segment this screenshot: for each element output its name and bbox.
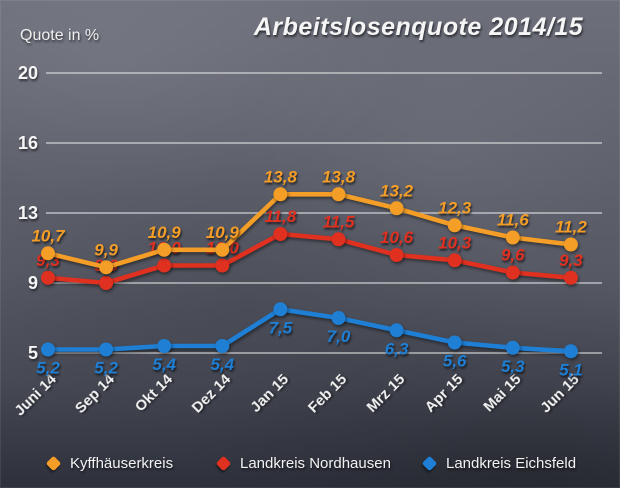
data-point xyxy=(273,187,288,202)
legend-item-landkreis-eichsfeld: Landkreis Eichsfeld xyxy=(421,452,577,474)
x-axis-label: Feb 15 xyxy=(305,371,351,417)
value-label: 13,8 xyxy=(264,167,298,186)
data-point xyxy=(99,276,114,290)
data-point xyxy=(157,339,172,353)
data-point xyxy=(157,242,172,257)
value-label: 5,4 xyxy=(210,355,234,374)
data-point xyxy=(563,270,578,285)
value-label: 5,6 xyxy=(443,352,467,371)
data-point xyxy=(447,218,462,233)
data-point xyxy=(505,340,520,355)
data-point xyxy=(447,253,462,268)
x-axis-label: Juni 14 xyxy=(11,370,60,419)
legend: Kyffhäuserkreis Landkreis Nordhausen Lan… xyxy=(0,452,620,478)
data-point xyxy=(389,323,404,338)
data-point xyxy=(331,187,346,202)
y-tick-label: 13 xyxy=(18,203,38,223)
data-point xyxy=(331,232,346,247)
legend-label: Landkreis Nordhausen xyxy=(240,454,391,472)
series-line xyxy=(45,192,574,270)
data-point xyxy=(215,242,230,257)
y-tick-label: 20 xyxy=(18,63,38,83)
y-tick-label: 16 xyxy=(18,133,38,153)
value-label: 9,9 xyxy=(94,240,118,259)
value-label: 5,1 xyxy=(559,360,583,379)
data-point xyxy=(273,302,288,317)
value-label: 13,8 xyxy=(322,167,356,186)
legend-swatch-icon xyxy=(421,455,438,471)
data-point xyxy=(331,311,346,325)
data-point xyxy=(389,248,404,262)
data-point xyxy=(447,335,462,350)
y-tick-label: 5 xyxy=(28,343,38,363)
legend-label: Landkreis Eichsfeld xyxy=(446,454,577,472)
value-label: 7,0 xyxy=(327,327,351,346)
x-axis-label: Dez 14 xyxy=(188,370,234,416)
x-axis-label: Jan 15 xyxy=(247,371,292,416)
y-tick-label: 9 xyxy=(28,273,38,293)
legend-swatch-icon xyxy=(215,455,232,471)
value-label: 10,3 xyxy=(438,233,472,252)
value-label: 10,6 xyxy=(380,228,414,247)
legend-label: Kyffhäuserkreis xyxy=(70,454,174,472)
data-point xyxy=(157,258,172,273)
data-point xyxy=(505,265,520,280)
value-label: 13,2 xyxy=(380,181,414,200)
value-label: 5,3 xyxy=(501,357,525,376)
value-label: 5,4 xyxy=(152,355,176,374)
data-point xyxy=(215,339,230,353)
value-label: 11,2 xyxy=(555,218,587,237)
value-label: 5,2 xyxy=(36,359,60,378)
value-label: 10,9 xyxy=(148,223,182,242)
legend-item-landkreis-nordhausen: Landkreis Nordhausen xyxy=(215,452,391,474)
value-label: 6,3 xyxy=(385,339,409,358)
x-axis-label: Mai 15 xyxy=(480,371,524,415)
value-label: 7,5 xyxy=(269,318,293,337)
value-label: 10,9 xyxy=(206,223,240,242)
value-label: 11,8 xyxy=(264,207,296,226)
data-point xyxy=(389,201,404,216)
chart-title: Arbeitslosenquote 2014/15 xyxy=(253,13,584,41)
value-label: 10,7 xyxy=(31,226,66,245)
data-point xyxy=(41,270,55,285)
data-point xyxy=(41,342,55,357)
legend-item-kyffhaeuserkreis: Kyffhäuserkreis xyxy=(45,452,174,474)
x-axis-label: Okt 14 xyxy=(132,370,177,415)
series-line xyxy=(45,231,574,286)
data-point xyxy=(563,237,578,252)
data-point xyxy=(215,258,230,273)
data-point xyxy=(273,227,288,241)
x-axis-label: Apr 15 xyxy=(421,371,466,416)
value-label: 11,5 xyxy=(323,212,355,231)
series-line xyxy=(45,306,574,354)
data-point xyxy=(99,342,114,357)
value-label: 12,3 xyxy=(438,198,472,217)
value-label: 11,6 xyxy=(497,211,529,230)
legend-swatch-icon xyxy=(45,455,62,471)
value-label: 9,6 xyxy=(501,246,525,265)
value-label: 9,3 xyxy=(559,251,583,270)
value-label: 5,2 xyxy=(94,359,118,378)
data-point xyxy=(41,246,55,261)
data-point xyxy=(99,260,114,275)
data-point xyxy=(563,344,578,359)
x-axis-label: Mrz 15 xyxy=(363,371,408,416)
data-point xyxy=(505,230,520,245)
y-axis-unit-label: Quote in % xyxy=(20,27,100,44)
